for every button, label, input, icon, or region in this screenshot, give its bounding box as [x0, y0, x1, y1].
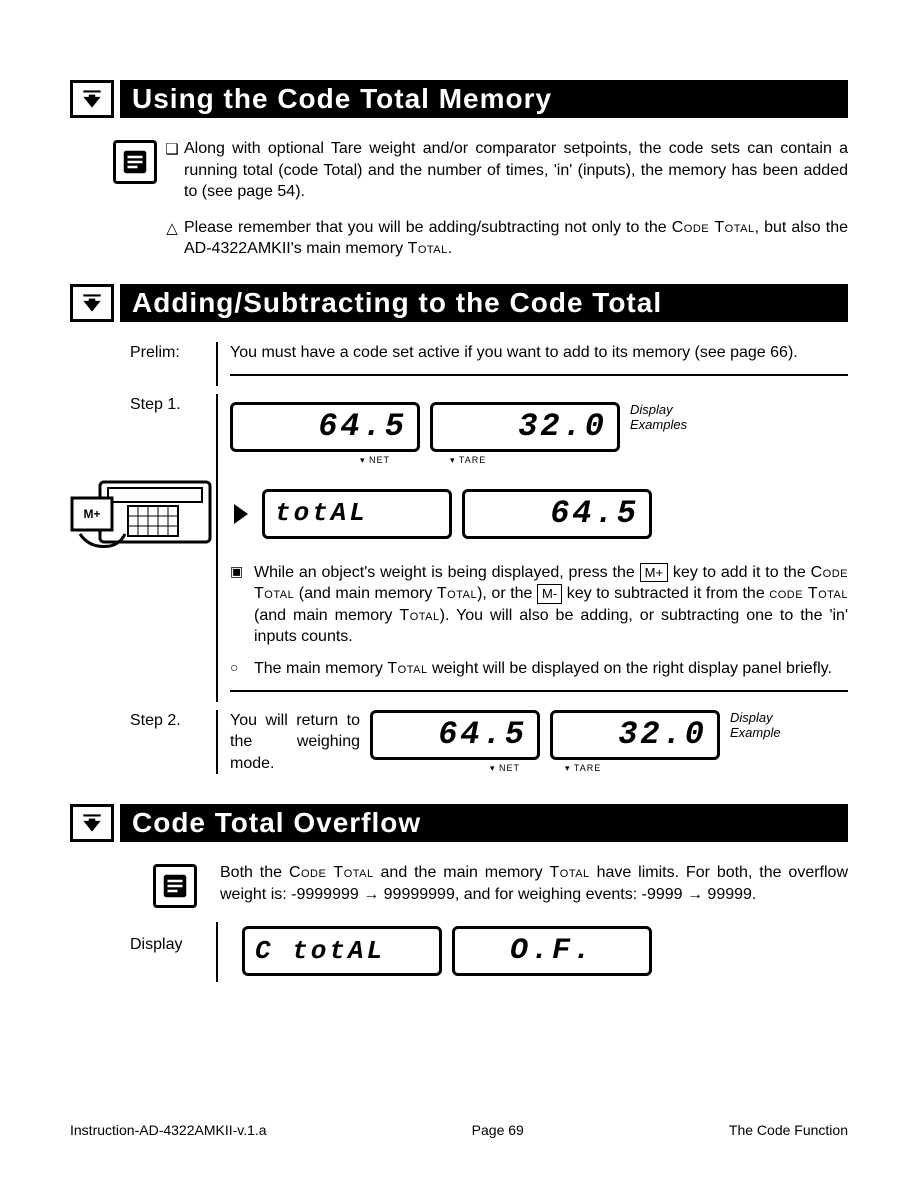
- note-icon: [150, 862, 200, 908]
- text-fragment: and the main memory: [374, 864, 550, 881]
- triangle-right-icon: [234, 504, 248, 524]
- net-label: ▾ NET: [230, 454, 420, 466]
- lcd-c-total: C totAL: [242, 926, 442, 976]
- warning-text: Please remember that you will be adding/…: [184, 217, 848, 260]
- lcd-total-label: totAL: [262, 489, 452, 539]
- note-icon: [110, 138, 160, 203]
- key-mplus: M+: [640, 563, 668, 583]
- down-arrow-icon: [70, 804, 114, 842]
- text-fragment: The main memory: [254, 660, 387, 677]
- section-title-2: Adding/Subtracting to the Code Total: [120, 284, 848, 322]
- text-fragment: key to subtracted it from the: [562, 585, 769, 602]
- text-fragment: Please remember that you will be adding/…: [184, 219, 672, 236]
- label-text: TARE: [459, 455, 486, 465]
- section-title-3: Code Total Overflow: [120, 804, 848, 842]
- text-fragment: Both the: [220, 864, 289, 881]
- text-smallcaps: Code Total: [672, 219, 755, 236]
- section-header-2: Adding/Subtracting to the Code Total: [70, 284, 848, 322]
- page-footer: Instruction-AD-4322AMKII-v.1.a Page 69 T…: [70, 1122, 848, 1138]
- overflow-text: Both the Code Total and the main memory …: [220, 862, 848, 908]
- overflow-note-block: Both the Code Total and the main memory …: [70, 862, 848, 908]
- section-header-1: Using the Code Total Memory: [70, 80, 848, 118]
- lcd-overflow: O.F.: [452, 926, 652, 976]
- prelim-text: You must have a code set active if you w…: [230, 342, 848, 364]
- text-fragment: While an object's weight is being displa…: [254, 564, 640, 581]
- lcd-tare-group-2: 32.0 ▾ TARE: [550, 710, 720, 774]
- lcd-tare-2: 32.0: [550, 710, 720, 760]
- footer-center: Page 69: [472, 1122, 524, 1138]
- footer-right: The Code Function: [729, 1122, 848, 1138]
- text-fragment: key to add it to the: [668, 564, 811, 581]
- text-smallcaps: Total: [387, 660, 427, 677]
- step1-row: Step 1. 64.5 ▾ NET 32.0 ▾ TARE Display E…: [70, 394, 848, 702]
- overflow-lcds: C totAL O.F.: [230, 922, 652, 982]
- tare-label-2: ▾ TARE: [550, 762, 720, 774]
- bullet-square-icon: ❏: [160, 138, 184, 203]
- divider-line: [230, 374, 848, 376]
- lcd-net-group: 64.5 ▾ NET: [230, 402, 420, 466]
- display-example-note: Display Example: [730, 710, 800, 741]
- text-smallcaps: Total: [549, 864, 589, 881]
- text-fragment: (and main memory: [294, 585, 437, 602]
- svg-text:M+: M+: [83, 507, 100, 521]
- text-smallcaps: Total: [399, 607, 439, 624]
- divider-line: [230, 690, 848, 692]
- display-row-1: 64.5 ▾ NET 32.0 ▾ TARE Display Examples: [230, 402, 848, 466]
- down-arrow-icon: [70, 80, 114, 118]
- label-text: NET: [499, 763, 520, 773]
- overflow-display-block: Display C totAL O.F.: [70, 922, 848, 982]
- bullet-item-1: ▣ While an object's weight is being disp…: [230, 562, 848, 648]
- display-examples-note: Display Examples: [630, 402, 700, 433]
- down-arrow-icon: [70, 284, 114, 322]
- bullet-text-2: The main memory Total weight will be dis…: [254, 658, 848, 680]
- step1-body: 64.5 ▾ NET 32.0 ▾ TARE Display Examples: [230, 394, 848, 702]
- step2-label: Step 2.: [130, 710, 216, 775]
- circle-bullet-icon: ○: [230, 658, 254, 680]
- device-row: M+ totAL 64.5: [70, 474, 848, 554]
- note-block-1: ❏ Along with optional Tare weight and/or…: [70, 138, 848, 203]
- tare-label: ▾ TARE: [430, 454, 620, 466]
- prelim-body: You must have a code set active if you w…: [230, 342, 848, 386]
- text-fragment: .: [448, 240, 452, 257]
- divider: [216, 710, 218, 775]
- lcd-net-group-2: 64.5 ▾ NET: [370, 710, 540, 774]
- play-bullet-icon: ▣: [230, 562, 254, 648]
- label-text: TARE: [574, 763, 601, 773]
- text-fragment: (and main memory: [254, 607, 399, 624]
- divider: [216, 922, 218, 982]
- prelim-label: Prelim:: [130, 342, 216, 386]
- key-mminus: M-: [537, 584, 562, 604]
- lcd-net-2: 64.5: [370, 710, 540, 760]
- lcd-tare: 32.0: [430, 402, 620, 452]
- lcd-total-value: 64.5: [462, 489, 652, 539]
- footer-left: Instruction-AD-4322AMKII-v.1.a: [70, 1122, 267, 1138]
- warning-triangle-icon: △: [160, 217, 184, 260]
- text-smallcaps: code Total: [769, 585, 848, 602]
- warning-block: △ Please remember that you will be addin…: [70, 217, 848, 260]
- bullet-text-1: While an object's weight is being displa…: [254, 562, 848, 648]
- step2-row: Step 2. You will return to the weighing …: [70, 710, 848, 775]
- text-smallcaps: Code Total: [289, 864, 374, 881]
- lcd-tare-group: 32.0 ▾ TARE: [430, 402, 620, 466]
- note-text-1: Along with optional Tare weight and/or c…: [184, 138, 848, 203]
- display-label: Display: [130, 922, 216, 982]
- prelim-row: Prelim: You must have a code set active …: [70, 342, 848, 386]
- section-header-3: Code Total Overflow: [70, 804, 848, 842]
- label-text: NET: [369, 455, 390, 465]
- display-row-2: You will return to the weighing mode. 64…: [230, 710, 848, 775]
- step2-text: You will return to the weighing mode.: [230, 710, 360, 775]
- bullet-item-2: ○ The main memory Total weight will be d…: [230, 658, 848, 680]
- text-fragment: ), or the: [477, 585, 537, 602]
- net-label-2: ▾ NET: [370, 762, 540, 774]
- device-illustration: M+: [70, 474, 220, 554]
- text-smallcaps: Total: [408, 240, 448, 257]
- text-smallcaps: Total: [437, 585, 477, 602]
- divider: [216, 342, 218, 386]
- text-fragment: weight will be displayed on the right di…: [428, 660, 832, 677]
- section-title-1: Using the Code Total Memory: [120, 80, 848, 118]
- step2-body: You will return to the weighing mode. 64…: [230, 710, 848, 775]
- lcd-net: 64.5: [230, 402, 420, 452]
